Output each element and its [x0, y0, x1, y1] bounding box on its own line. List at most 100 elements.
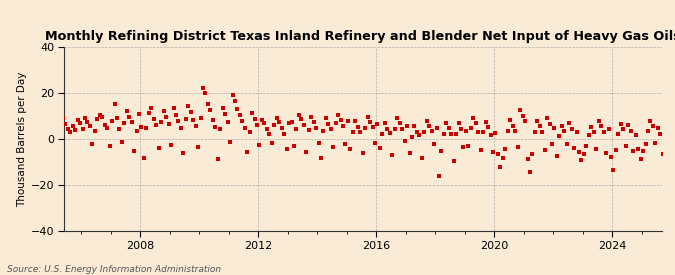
Point	[411, 129, 422, 134]
Point	[534, 124, 545, 129]
Point	[77, 126, 88, 131]
Point	[618, 127, 628, 131]
Point	[318, 129, 329, 133]
Point	[448, 159, 459, 163]
Point	[360, 125, 371, 130]
Point	[357, 151, 368, 155]
Point	[517, 113, 528, 118]
Point	[480, 120, 491, 124]
Point	[212, 157, 223, 161]
Point	[222, 119, 233, 124]
Point	[424, 124, 435, 128]
Point	[628, 148, 639, 153]
Point	[343, 119, 354, 123]
Point	[426, 129, 437, 133]
Point	[596, 124, 607, 129]
Point	[298, 122, 309, 127]
Point	[249, 117, 260, 121]
Point	[303, 128, 314, 133]
Point	[554, 134, 565, 138]
Point	[443, 126, 454, 130]
Point	[104, 144, 115, 148]
Point	[483, 125, 493, 129]
Point	[55, 120, 65, 124]
Point	[259, 121, 270, 126]
Point	[210, 125, 221, 129]
Point	[261, 126, 272, 131]
Point	[472, 129, 483, 134]
Point	[232, 106, 243, 111]
Point	[225, 139, 236, 144]
Point	[188, 117, 198, 122]
Point	[239, 126, 250, 130]
Point	[279, 131, 290, 136]
Point	[502, 128, 513, 133]
Point	[537, 130, 547, 134]
Point	[219, 112, 230, 116]
Point	[53, 130, 63, 134]
Point	[301, 150, 312, 155]
Point	[176, 125, 186, 130]
Point	[114, 127, 125, 131]
Point	[613, 132, 624, 136]
Point	[198, 86, 209, 90]
Point	[84, 123, 95, 128]
Point	[163, 122, 174, 126]
Point	[382, 126, 393, 131]
Point	[402, 123, 412, 128]
Point	[495, 165, 506, 169]
Point	[178, 151, 188, 156]
Point	[490, 131, 501, 136]
Point	[95, 113, 105, 118]
Point	[507, 123, 518, 128]
Point	[399, 139, 410, 143]
Point	[126, 120, 137, 124]
Point	[350, 119, 360, 123]
Point	[418, 129, 429, 134]
Point	[180, 117, 191, 122]
Point	[456, 126, 466, 131]
Point	[57, 116, 68, 120]
Point	[566, 127, 577, 131]
Point	[316, 156, 327, 160]
Point	[512, 145, 523, 149]
Point	[659, 130, 670, 134]
Point	[256, 117, 267, 122]
Point	[652, 126, 663, 130]
Point	[581, 144, 592, 148]
Point	[185, 109, 196, 114]
Point	[338, 124, 348, 128]
Point	[529, 130, 540, 134]
Point	[345, 147, 356, 152]
Point	[335, 118, 346, 122]
Point	[116, 140, 127, 145]
Point	[598, 130, 609, 134]
Point	[611, 148, 622, 152]
Point	[541, 116, 552, 120]
Point	[99, 123, 110, 127]
Point	[190, 123, 201, 128]
Point	[665, 125, 675, 129]
Point	[392, 116, 402, 120]
Title: Monthly Refining District Texas Inland Refinery and Blender Net Input of Heavy G: Monthly Refining District Texas Inland R…	[45, 30, 675, 43]
Point	[441, 121, 452, 125]
Point	[647, 124, 658, 128]
Point	[655, 131, 666, 136]
Point	[138, 156, 149, 160]
Point	[313, 141, 324, 145]
Point	[131, 128, 142, 133]
Point	[156, 120, 167, 125]
Point	[487, 150, 498, 155]
Point	[460, 128, 471, 133]
Point	[620, 144, 631, 148]
Point	[330, 121, 341, 125]
Point	[107, 119, 117, 123]
Point	[72, 118, 83, 122]
Point	[234, 112, 245, 117]
Point	[453, 121, 464, 126]
Point	[524, 169, 535, 174]
Point	[62, 127, 73, 132]
Point	[148, 117, 159, 121]
Point	[274, 120, 285, 124]
Point	[364, 120, 375, 124]
